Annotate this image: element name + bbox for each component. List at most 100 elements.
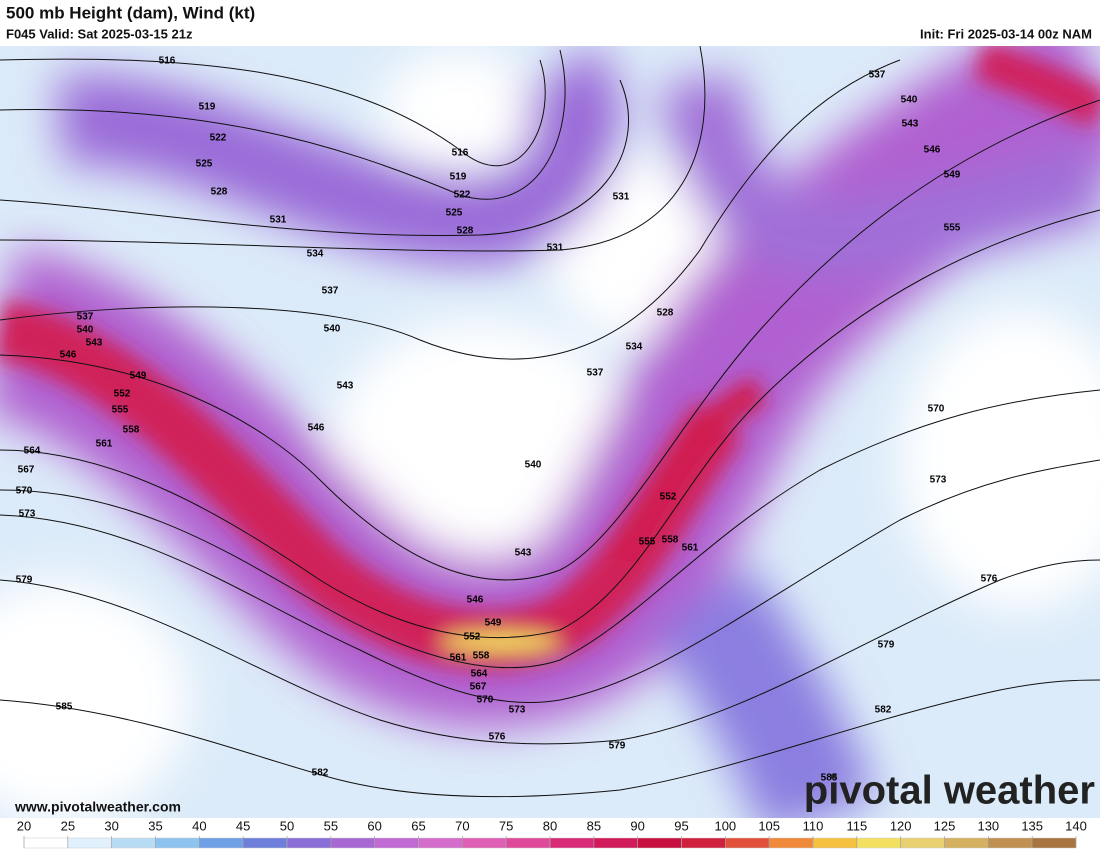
contour-label: 558 — [473, 651, 490, 662]
colorbar-cell — [725, 837, 770, 849]
valid-time: F045 Valid: Sat 2025-03-15 21z — [6, 26, 193, 41]
contour-label: 543 — [902, 119, 919, 130]
colorbar-tick-label: 70 — [455, 818, 469, 833]
colorbar-cell — [549, 837, 595, 849]
colorbar-tick-label: 80 — [543, 818, 557, 833]
colorbar-tick-label: 135 — [1021, 818, 1043, 833]
colorbar-tick-label: 75 — [499, 818, 513, 833]
contour-label: 579 — [609, 741, 626, 752]
contour-label: 570 — [16, 486, 33, 497]
colorbar-tick-label: 100 — [714, 818, 736, 833]
contour-label: 537 — [869, 70, 886, 81]
colorbar: 20 25 30 35 40 45 50 55 60 65 70 75 80 85 90 95 100 105 11… — [0, 818, 1100, 850]
contour-label: 576 — [489, 732, 506, 743]
contour-label: 546 — [924, 145, 941, 156]
contour-label: 573 — [930, 475, 947, 486]
title: 500 mb Height (dam), Wind (kt) — [6, 3, 255, 22]
contour-label: 549 — [130, 371, 147, 382]
contour-label: 555 — [639, 537, 656, 548]
contour-label: 567 — [18, 465, 35, 476]
contour-labels: 516 519 522 525 528 531 534 537 540 543 546 540 543 5… — [16, 56, 998, 784]
colorbar-tick-label: 35 — [148, 818, 162, 833]
contour-label: 516 — [159, 56, 176, 67]
colorbar-cell — [505, 837, 551, 849]
colorbar-cell — [988, 837, 1033, 849]
contour-label: 534 — [626, 342, 643, 353]
colorbar-tick-label: 45 — [236, 818, 250, 833]
contour-label: 552 — [464, 632, 481, 643]
contour-label: 558 — [123, 425, 140, 436]
colorbar-cell — [242, 837, 288, 849]
contour-label: 528 — [457, 226, 474, 237]
contour-label: 573 — [509, 705, 526, 716]
colorbar-cell — [637, 837, 682, 849]
colorbar-cell — [155, 837, 200, 849]
contour-label: 540 — [77, 325, 94, 336]
init-time: Init: Fri 2025-03-14 00z NAM — [920, 26, 1092, 41]
contour-label: 543 — [86, 338, 103, 349]
colorbar-cell — [199, 837, 244, 849]
logo: pivotal weather — [804, 769, 1095, 813]
contour-label: 540 — [324, 324, 341, 335]
jet-core — [0, 46, 1100, 671]
contour-label: 519 — [450, 172, 467, 183]
header-bg — [0, 0, 1100, 46]
colorbar-tick-label: 105 — [758, 818, 780, 833]
contour-label: 540 — [901, 95, 918, 106]
contour-label: 528 — [657, 308, 674, 319]
website: www.pivotalweather.com — [14, 799, 181, 815]
contour-label: 558 — [662, 535, 679, 546]
colorbar-cell — [900, 837, 945, 849]
colorbar-tick-label: 120 — [890, 818, 912, 833]
colorbar-cell — [593, 837, 638, 849]
contour-label: 576 — [981, 574, 998, 585]
contour-label: 552 — [660, 492, 677, 503]
contour-label: 570 — [928, 404, 945, 415]
colorbar-cell — [286, 837, 332, 849]
contour-label: 528 — [211, 187, 228, 198]
contour-label: 546 — [308, 423, 325, 434]
contour-label: 525 — [446, 208, 463, 219]
contour-label: 537 — [587, 368, 604, 379]
colorbar-tick-label: 20 — [17, 818, 31, 833]
colorbar-cell — [374, 837, 419, 849]
contour-label: 564 — [471, 669, 488, 680]
colorbar-tick-label: 40 — [192, 818, 206, 833]
colorbar-tick-label: 110 — [803, 818, 824, 833]
contour-label: 582 — [312, 768, 329, 779]
colorbar-tick-label: 130 — [977, 818, 999, 833]
contour-label: 516 — [452, 148, 469, 159]
map: 516 519 522 525 528 531 534 537 540 543 546 540 543 5… — [0, 46, 1100, 818]
colorbar-cell — [111, 837, 156, 849]
contour-label: 543 — [337, 381, 354, 392]
contour-label: 537 — [77, 312, 94, 323]
contour-label: 537 — [322, 286, 339, 297]
colorbar-cell — [768, 837, 814, 849]
colorbar-cell — [1031, 837, 1077, 849]
contour-label: 543 — [515, 548, 532, 559]
colorbar-tick-label: 30 — [104, 818, 118, 833]
contour-label: 531 — [547, 243, 564, 254]
colorbar-cell — [681, 837, 726, 849]
colorbar-tick-label: 50 — [280, 818, 294, 833]
contour-label: 525 — [196, 159, 213, 170]
contour-label: 522 — [454, 190, 471, 201]
colorbar-tick-label: 140 — [1065, 818, 1087, 833]
contour-label: 555 — [944, 223, 961, 234]
contour-label: 531 — [613, 192, 630, 203]
contour-label: 561 — [450, 653, 467, 664]
contour-label: 564 — [24, 446, 41, 457]
colorbar-tick-label: 25 — [61, 818, 75, 833]
contour-label: 534 — [307, 249, 324, 260]
contour-label: 555 — [112, 405, 129, 416]
contour-label: 585 — [821, 773, 838, 784]
contour-label: 561 — [682, 543, 699, 554]
colorbar-tick-label: 55 — [324, 818, 338, 833]
colorbar-cell — [812, 837, 858, 849]
contours — [0, 46, 1100, 798]
contour-label: 561 — [96, 439, 113, 450]
colorbar-tick-label: 85 — [587, 818, 601, 833]
contour-label: 522 — [210, 133, 227, 144]
colorbar-tick-label: 115 — [846, 818, 867, 833]
